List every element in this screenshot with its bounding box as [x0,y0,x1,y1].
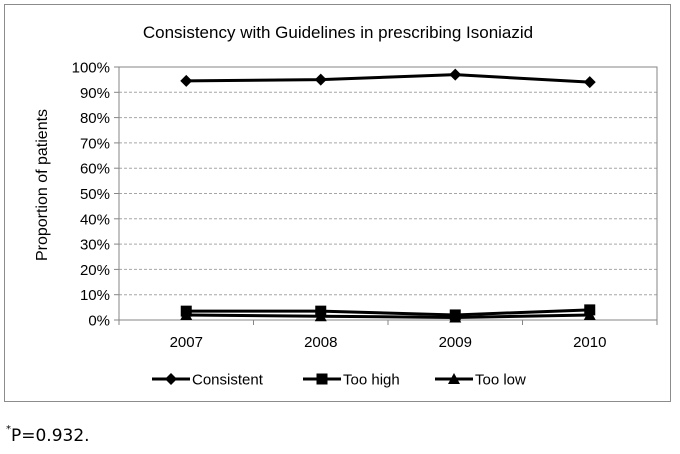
series-too-low [180,308,596,323]
y-tick-label: 40% [80,211,110,228]
y-tick-label: 100% [72,60,110,77]
legend-marker [165,373,177,385]
y-tick-label: 10% [80,287,110,304]
data-point [314,73,327,86]
data-point [314,310,327,322]
series-consistent [180,68,596,89]
legend-label: Too high [343,372,400,389]
footnote: *P=0.932. [6,424,90,446]
series-line [186,313,590,319]
y-tick-label: 60% [80,161,110,178]
line-chart: Consistency with Guidelines in prescribi… [34,23,658,389]
y-tick-label: 90% [80,85,110,102]
x-tick-label: 2008 [304,334,337,351]
data-point [583,76,596,89]
series-line [186,73,590,84]
axes: 0% 10% 20% 30% 40% 50% 60% 70% 80% 90% 100% 2007 200… [72,60,658,351]
y-tick-label: 20% [80,262,110,279]
data-point [449,311,462,323]
legend-marker [316,373,328,385]
chart-title: Consistency with Guidelines in prescribi… [143,23,533,42]
gridlines [119,66,657,296]
y-tick-label: 0% [88,313,110,330]
series-line [186,308,590,317]
x-tick-label: 2009 [439,334,472,351]
legend-label: Too low [475,372,526,389]
data-point [583,308,596,320]
y-axis-label: Proportion of patients [34,109,51,261]
footnote-text: P=0.932. [11,426,90,446]
data-point [449,68,462,81]
y-tick-label: 30% [80,237,110,254]
series-layer [180,68,596,323]
x-tick-label: 2010 [573,334,606,351]
legend-label: Consistent [192,372,264,389]
legend-item: Too high [303,372,400,389]
y-tick-label: 50% [80,186,110,203]
data-point [180,74,193,87]
chart-area: Consistency with Guidelines in prescribi… [4,4,671,402]
data-point [180,308,193,320]
y-tick-label: 80% [80,110,110,127]
legend-item: Too low [435,372,526,389]
x-tick-label: 2007 [170,334,203,351]
legend-item: Consistent [152,372,264,389]
y-tick-label: 70% [80,135,110,152]
legend: Consistent Too high Too low [152,372,526,389]
legend-marker [448,373,460,384]
footnote-marker: * [6,424,11,436]
